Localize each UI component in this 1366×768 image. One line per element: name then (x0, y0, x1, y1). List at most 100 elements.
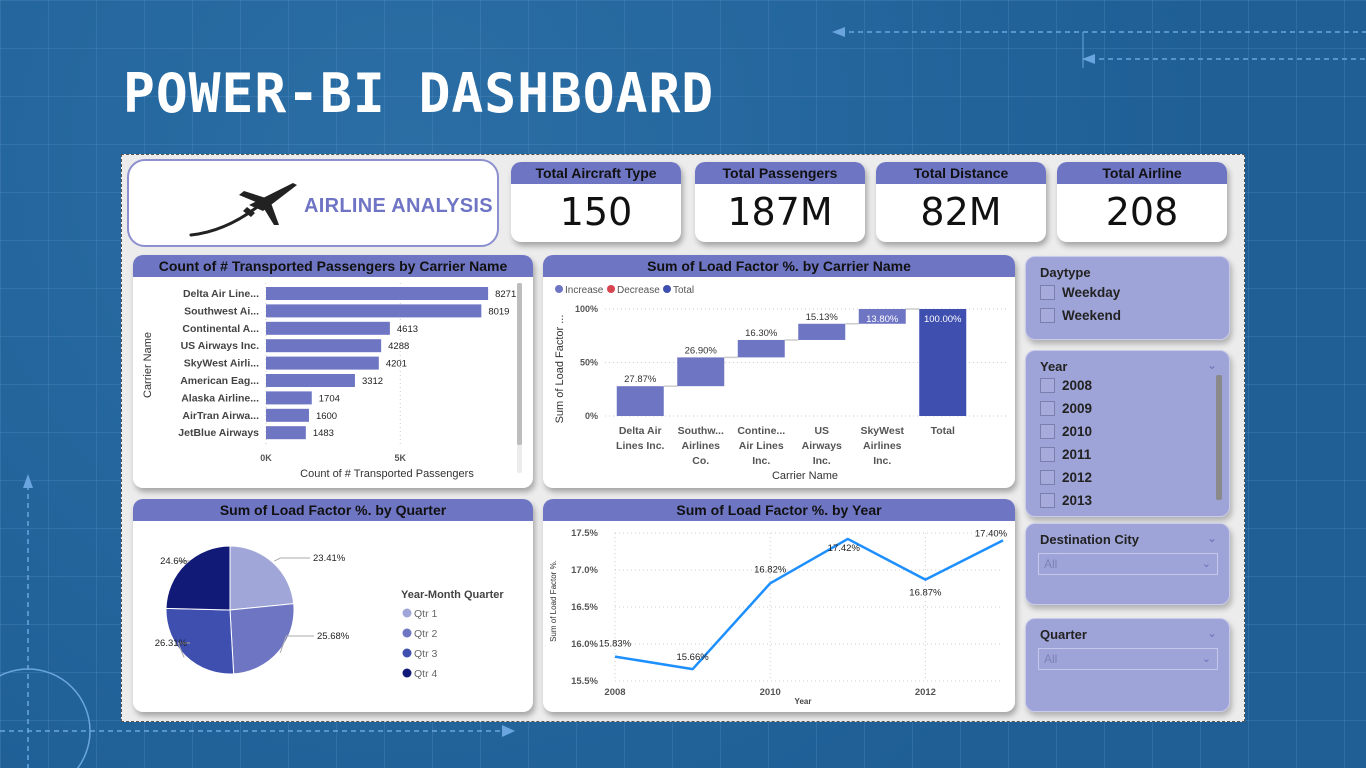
checkbox[interactable] (1040, 492, 1055, 508)
slicer-option-2010[interactable]: 2010 (1040, 422, 1092, 440)
load-factor-by-carrier-chart[interactable]: Sum of Load Factor %. by Carrier Name In… (543, 255, 1015, 488)
chevron-down-icon[interactable]: ⌄ (1206, 531, 1217, 545)
data-label: 24.6% (160, 556, 187, 567)
legend-label: Total (673, 285, 694, 296)
data-label: 23.41% (313, 553, 346, 564)
leader-line (274, 557, 310, 562)
passengers-by-carrier-chart[interactable]: Count of # Transported Passengers by Car… (133, 255, 533, 488)
category-label: US (814, 425, 829, 437)
y-tick-label: 50% (580, 358, 598, 368)
x-tick-label: 2008 (604, 687, 625, 698)
slicer-option-2012[interactable]: 2012 (1040, 468, 1092, 486)
checkbox[interactable] (1040, 307, 1055, 323)
y-axis-title: Sum of Load Factor %. (549, 560, 558, 642)
data-label: 15.13% (806, 312, 839, 323)
option-label: Weekday (1062, 284, 1121, 300)
waterfall-bar (677, 357, 725, 387)
kpi-label: Total Distance (876, 162, 1046, 184)
bar (266, 426, 306, 440)
data-label: 16.87% (909, 588, 942, 599)
legend-marker (402, 648, 412, 658)
data-label: 15.66% (676, 652, 709, 663)
category-label: Airlines (681, 440, 720, 452)
kpi-label: Total Airline (1057, 162, 1227, 184)
x-tick-label: 5K (395, 453, 407, 463)
checkbox[interactable] (1040, 284, 1055, 300)
data-label: 3312 (362, 376, 383, 387)
slicer-option-2011[interactable]: 2011 (1040, 445, 1091, 463)
x-axis-title: Year (795, 697, 812, 706)
data-label: 4613 (397, 324, 418, 335)
leader-line (177, 642, 190, 658)
logo-title: AIRLINE ANALYSIS (304, 195, 493, 217)
data-label: 4288 (388, 341, 409, 352)
kpi-total-distance: Total Distance 82M (876, 162, 1046, 242)
dropdown-value: All (1044, 652, 1058, 666)
category-label: Airways (802, 440, 842, 452)
load-factor-by-quarter-chart[interactable]: Sum of Load Factor %. by Quarter Year-Mo… (133, 499, 533, 712)
chevron-down-icon[interactable]: ⌄ (1206, 626, 1217, 640)
data-label: 26.31% (155, 638, 188, 649)
slicer-option-2009[interactable]: 2009 (1040, 399, 1092, 417)
series-line (614, 537, 1004, 671)
destination-city-dropdown[interactable]: All ⌄ (1038, 553, 1218, 575)
checkbox[interactable] (1040, 446, 1055, 462)
waterfall-bar (737, 339, 785, 358)
data-label: 15.83% (599, 639, 632, 650)
y-tick-label: 100% (575, 304, 598, 314)
slicer-option-2013[interactable]: 2013 (1040, 491, 1092, 509)
category-label: US Airways Inc. (181, 340, 259, 352)
kpi-label: Total Aircraft Type (511, 162, 681, 184)
data-label: 4201 (386, 359, 407, 370)
option-label: 2012 (1062, 469, 1093, 485)
scrollbar-track[interactable] (517, 283, 522, 473)
data-label: 26.90% (685, 345, 718, 356)
data-label: 17.42% (828, 543, 861, 554)
data-label: 16.30% (745, 328, 778, 339)
quarter-dropdown[interactable]: All ⌄ (1038, 648, 1218, 670)
option-label: 2013 (1062, 492, 1093, 508)
category-label: Air Lines (739, 440, 784, 452)
x-axis-title: Carrier Name (772, 470, 838, 482)
checkbox[interactable] (1040, 400, 1055, 416)
legend-marker (555, 285, 563, 293)
y-tick-label: 16.5% (571, 602, 598, 613)
legend-marker (663, 285, 671, 293)
checkbox[interactable] (1040, 423, 1055, 439)
x-tick-label: 2010 (760, 687, 781, 698)
pie-chart-plot: Year-Month Quarter 23.41% 25.68% 26.31% 24.… (155, 545, 504, 680)
category-label: Total (931, 425, 955, 437)
slicer-option-weekday[interactable]: Weekday (1040, 283, 1120, 301)
category-label: Southw... (678, 425, 724, 437)
data-label: 1483 (313, 428, 334, 439)
category-label: Inc. (873, 455, 891, 467)
logo-card: AIRLINE ANALYSIS (127, 159, 499, 247)
slicer-title: Destination City (1040, 532, 1139, 547)
legend-marker (402, 608, 412, 618)
kpi-total-airline: Total Airline 208 (1057, 162, 1227, 242)
load-factor-by-year-chart[interactable]: Sum of Load Factor %. by Year Sum of Loa… (543, 499, 1015, 712)
waterfall-bar (616, 386, 664, 416)
chart-title: Count of # Transported Passengers by Car… (133, 255, 533, 277)
checkbox[interactable] (1040, 469, 1055, 485)
legend-label: Decrease (617, 285, 660, 296)
option-label: 2009 (1062, 400, 1093, 416)
chevron-down-icon[interactable]: ⌄ (1206, 358, 1217, 372)
legend-title: Year-Month Quarter (401, 589, 504, 601)
data-label: 17.40% (975, 528, 1008, 539)
category-label: Southwest Ai... (184, 305, 259, 317)
y-tick-label: 0% (585, 411, 598, 421)
x-axis-title: Count of # Transported Passengers (300, 468, 474, 480)
slicer-quarter: Quarter ⌄ All ⌄ (1025, 618, 1230, 712)
slicer-option-weekend[interactable]: Weekend (1040, 306, 1121, 324)
legend-label: Qtr 3 (414, 648, 437, 660)
slicer-title: Daytype (1040, 265, 1091, 280)
category-label: Delta Air Line... (183, 288, 259, 300)
kpi-value: 82M (920, 190, 1002, 234)
slicer-option-2008[interactable]: 2008 (1040, 376, 1092, 394)
scrollbar[interactable] (1216, 375, 1222, 500)
pie-slice (229, 545, 295, 611)
category-label: Inc. (752, 455, 770, 467)
option-label: 2011 (1062, 446, 1092, 462)
checkbox[interactable] (1040, 377, 1055, 393)
